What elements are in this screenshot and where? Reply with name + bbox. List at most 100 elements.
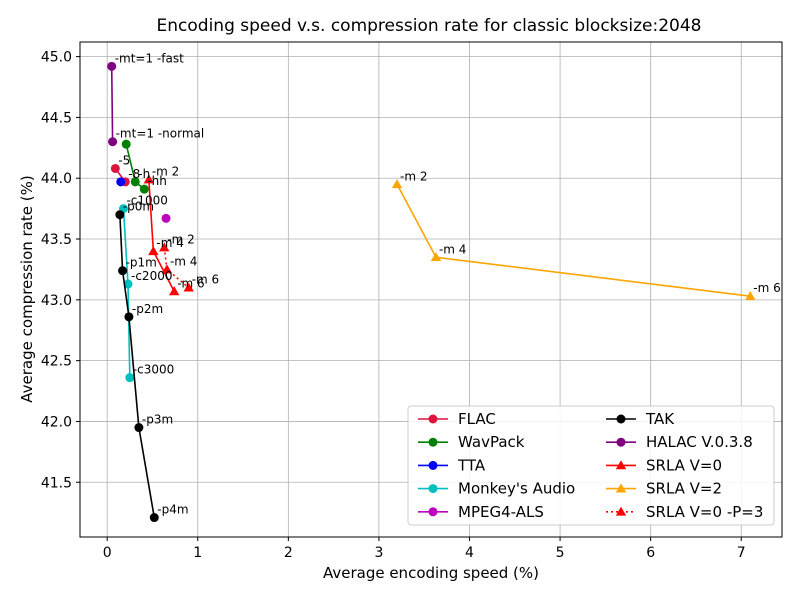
legend-swatch-marker bbox=[615, 460, 627, 470]
legend-label: TTA bbox=[457, 456, 486, 474]
point-label: -m 6 bbox=[753, 281, 780, 295]
data-point bbox=[115, 210, 125, 220]
legend-swatch-marker bbox=[428, 460, 438, 470]
series-srla-v-0-p-3 bbox=[159, 242, 194, 292]
series-monkey-s-audio bbox=[118, 204, 135, 383]
point-label: -p4m bbox=[157, 503, 188, 517]
legend-label: WavPack bbox=[458, 433, 525, 451]
plot-frame bbox=[79, 41, 783, 538]
legend-label: SRLA V=0 bbox=[646, 456, 722, 474]
x-tick-label: 1 bbox=[193, 545, 202, 561]
y-tick-label: 43.5 bbox=[41, 232, 72, 248]
data-point bbox=[130, 177, 140, 187]
point-label: -c1000 bbox=[126, 194, 167, 208]
legend-label: SRLA V=2 bbox=[646, 480, 722, 498]
point-label: -m 4 bbox=[170, 254, 197, 268]
legend-swatch-marker bbox=[616, 437, 626, 447]
point-label: -p0m bbox=[123, 200, 154, 214]
data-point bbox=[745, 291, 756, 301]
series-tak bbox=[115, 210, 159, 523]
legend-item-srla-v-2: SRLA V=2 bbox=[606, 480, 722, 498]
series-mpeg4-als bbox=[161, 213, 171, 223]
series-srla-v-2 bbox=[391, 179, 756, 301]
point-label: -m 2 bbox=[167, 233, 194, 247]
data-point bbox=[125, 373, 135, 383]
series-line bbox=[110, 66, 114, 142]
x-tick-label: 3 bbox=[374, 545, 383, 561]
point-label: -m 2 bbox=[152, 164, 179, 178]
x-tick-label: 5 bbox=[556, 545, 565, 561]
data-point bbox=[391, 179, 403, 189]
y-tick-label: 43.0 bbox=[41, 293, 72, 309]
legend-item-tta: TTA bbox=[418, 456, 486, 474]
point-label: -p1m bbox=[126, 256, 157, 270]
data-point bbox=[123, 279, 133, 289]
series-wavpack bbox=[121, 139, 149, 194]
point-label: -p3m bbox=[142, 413, 173, 427]
data-point bbox=[121, 139, 131, 149]
legend-swatch-marker bbox=[428, 507, 438, 517]
point-label: -m 2 bbox=[400, 169, 427, 183]
legend-label: TAK bbox=[645, 410, 675, 428]
data-point bbox=[116, 177, 126, 187]
legend-swatch-marker bbox=[616, 414, 626, 424]
legend-item-tak: TAK bbox=[606, 410, 675, 428]
data-point bbox=[161, 213, 171, 223]
point-label: -m 6 bbox=[177, 276, 204, 290]
series-tta bbox=[116, 177, 126, 187]
y-tick-label: 42.0 bbox=[41, 414, 72, 430]
legend-label: SRLA V=0 -P=3 bbox=[646, 503, 763, 521]
data-point bbox=[149, 513, 159, 523]
annotations: -5-8-h-hh-c1000-c2000-c3000-p0m-p1m-p2m-… bbox=[115, 51, 781, 516]
x-tick-label: 2 bbox=[284, 545, 293, 561]
point-label: -mt=1 -normal bbox=[116, 127, 205, 141]
chart-title: Encoding speed v.s. compression rate for… bbox=[157, 16, 702, 36]
y-axis-title: Average compression rate (%) bbox=[18, 175, 36, 402]
data-point bbox=[134, 423, 144, 433]
legend-item-halac-v-0-3-8: HALAC V.0.3.8 bbox=[606, 433, 753, 451]
legend-swatch-marker bbox=[428, 484, 438, 494]
legend-item-mpeg4-als: MPEG4-ALS bbox=[418, 503, 544, 521]
legend-item-srla-v-0: SRLA V=0 bbox=[606, 456, 722, 474]
data-point bbox=[143, 174, 155, 184]
point-label: -m 4 bbox=[439, 242, 466, 256]
legend-label: HALAC V.0.3.8 bbox=[646, 433, 753, 451]
x-tick-label: 7 bbox=[737, 545, 746, 561]
legend-box bbox=[407, 405, 775, 526]
data-point bbox=[139, 184, 149, 194]
data-point bbox=[118, 266, 128, 276]
legend-item-monkey-s-audio: Monkey's Audio bbox=[418, 480, 575, 498]
data-point bbox=[430, 252, 442, 262]
data-point bbox=[108, 137, 118, 147]
legend-label: Monkey's Audio bbox=[458, 480, 575, 498]
point-label: -5 bbox=[118, 153, 130, 167]
point-label: -h bbox=[138, 167, 150, 181]
series-halac-v-0-3-8 bbox=[107, 61, 118, 147]
data-point bbox=[107, 61, 117, 71]
series-srla-v-0 bbox=[143, 174, 180, 296]
x-tick-label: 6 bbox=[646, 545, 655, 561]
point-label: -m 6 bbox=[192, 273, 219, 287]
legend-label: FLAC bbox=[458, 410, 496, 428]
x-tick-label: 0 bbox=[103, 545, 112, 561]
y-tick-label: 45.0 bbox=[41, 50, 72, 66]
point-label: -c3000 bbox=[133, 363, 174, 377]
x-tick-label: 4 bbox=[465, 545, 474, 561]
data-point bbox=[161, 264, 173, 274]
legend: FLAC WavPack TTA Monkey's Audio MPEG4-ALS TAK… bbox=[407, 405, 775, 526]
point-label: -c2000 bbox=[131, 269, 172, 283]
series-line bbox=[163, 247, 190, 289]
legend-item-wavpack: WavPack bbox=[418, 433, 525, 451]
y-tick-label: 44.0 bbox=[41, 171, 72, 187]
y-tick-label: 44.5 bbox=[41, 110, 72, 126]
y-tick-label: 41.5 bbox=[41, 475, 72, 491]
data-point bbox=[124, 312, 134, 322]
legend-label: MPEG4-ALS bbox=[458, 503, 544, 521]
axis-ticks: 0 1 2 3 4 5 6 7 41.5 42.0 42.5 43.0 43.5 44.0 44.5 45.0 bbox=[41, 50, 746, 561]
legend-item-flac: FLAC bbox=[418, 410, 496, 428]
data-point bbox=[148, 246, 159, 256]
legend-swatch-marker bbox=[428, 437, 438, 447]
point-label: -m 4 bbox=[156, 236, 183, 250]
legend-item-srla-v-0-p-3: SRLA V=0 -P=3 bbox=[606, 503, 763, 521]
x-axis-title: Average encoding speed (%) bbox=[323, 564, 539, 582]
